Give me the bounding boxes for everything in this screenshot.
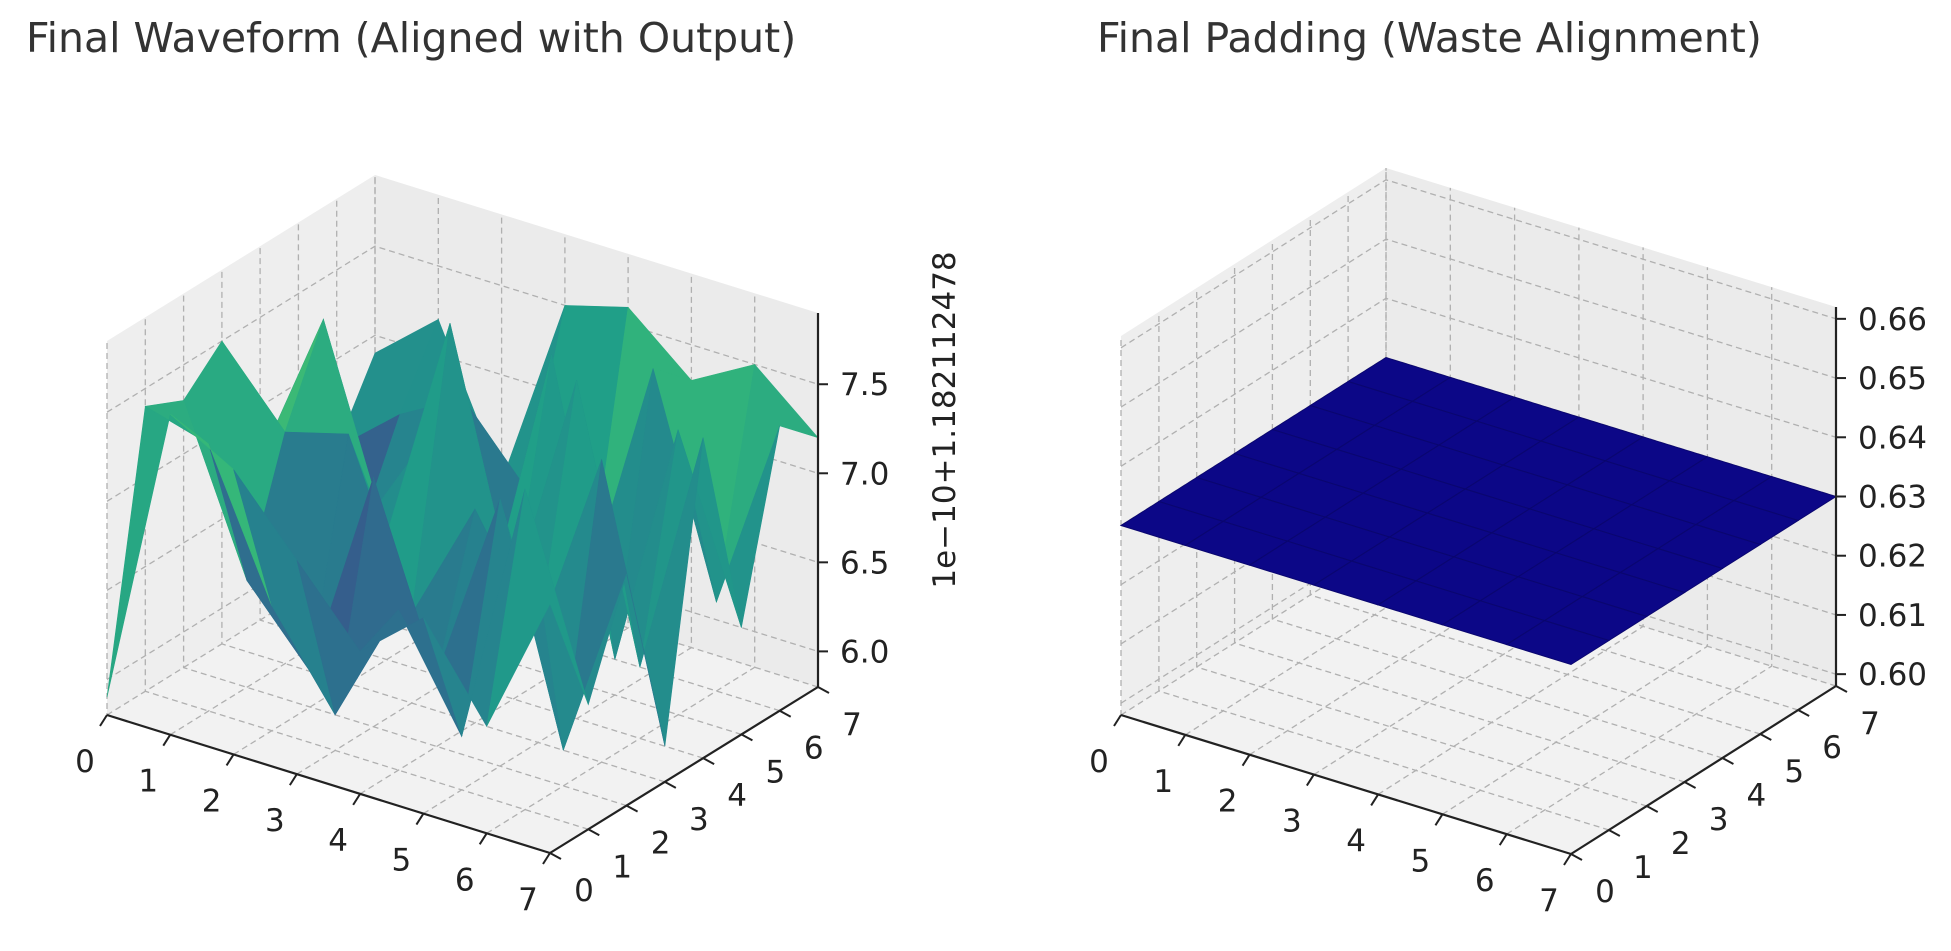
y-tick-label: 0 [1595, 874, 1615, 910]
y-tick-label: 3 [689, 802, 709, 838]
x-tick-mark [1241, 754, 1251, 767]
x-tick-label: 1 [138, 764, 158, 800]
x-gridline [1506, 287, 1773, 835]
z-tick-label: 0.61 [1858, 598, 1927, 634]
z-offset-label: 1e−10+1.182112478 [927, 251, 963, 588]
y-tick-label: 2 [1671, 826, 1691, 862]
padding-subplot: Final Padding (Waste Alignment) 01234567… [1089, 14, 1927, 919]
x-tick-label: 5 [392, 843, 412, 879]
y-tick-mark [702, 757, 715, 766]
y-tick-label: 0 [574, 873, 594, 909]
x-tick-label: 2 [202, 783, 222, 819]
z-tick-label: 7.5 [840, 367, 889, 403]
y-tick-label: 4 [727, 778, 747, 814]
y-tick-label: 5 [766, 754, 786, 790]
x-tick-mark [99, 714, 108, 727]
x-tick-label: 7 [518, 882, 538, 918]
surface-facet [1505, 620, 1611, 666]
y-tick-label: 2 [651, 826, 671, 862]
y-tick-mark [817, 686, 830, 694]
x-tick-label: 6 [1475, 863, 1495, 899]
x-axis-line [1120, 713, 1572, 856]
x-tick-label: 7 [1539, 883, 1559, 919]
y-tick-label: 1 [1633, 850, 1653, 886]
y-gridline [1196, 288, 1647, 807]
y-tick-mark [740, 733, 753, 742]
y-tick-mark [1797, 709, 1810, 717]
x-tick-label: 0 [75, 744, 95, 780]
x-tick-mark [1113, 714, 1122, 727]
x-tick-label: 6 [455, 862, 475, 898]
y-tick-mark [587, 828, 600, 837]
z-tick-label: 0.64 [1858, 420, 1927, 456]
y-tick-label: 3 [1709, 802, 1729, 838]
z-gridline [1120, 297, 1837, 467]
z-tick-label: 6.5 [840, 545, 889, 581]
waveform-title: Final Waveform (Aligned with Output) [26, 14, 796, 62]
waveform-subplot: Final Waveform (Aligned with Output) 012… [26, 14, 963, 918]
x-tick-mark [225, 753, 235, 766]
x-tick-mark [1177, 734, 1187, 747]
y-gridline [1158, 312, 1610, 831]
y-tick-mark [1835, 685, 1848, 693]
y-tick-mark [779, 709, 792, 718]
y-tick-mark [549, 852, 562, 860]
x-tick-mark [352, 793, 361, 806]
y-tick-mark [1684, 781, 1697, 789]
x-tick-label: 3 [265, 803, 285, 839]
y-tick-label: 6 [804, 731, 824, 767]
y-tick-label: 7 [1860, 706, 1880, 742]
z-gridline [106, 245, 819, 413]
x-tick-mark [478, 832, 488, 845]
x-axis-line [106, 713, 551, 855]
x-tick-label: 4 [328, 823, 348, 859]
surface-facet [486, 488, 589, 727]
floor-pane [1121, 547, 1836, 854]
y-tick-label: 6 [1822, 730, 1842, 766]
y-tick-mark [1759, 733, 1772, 741]
z-tick-label: 6.0 [840, 634, 889, 670]
y-tick-mark [1570, 853, 1583, 861]
x-tick-label: 2 [1218, 784, 1238, 820]
x-tick-label: 3 [1282, 804, 1302, 840]
y-tick-label: 7 [842, 707, 862, 743]
x-tick-mark [1498, 833, 1508, 846]
z-tick-label: 0.63 [1858, 480, 1927, 516]
y-gridline [1309, 216, 1761, 735]
x-tick-mark [415, 813, 425, 826]
y-tick-mark [626, 804, 639, 813]
x-tick-label: 0 [1089, 744, 1109, 780]
z-gridline [1120, 238, 1837, 408]
z-tick-label: 0.60 [1858, 657, 1927, 693]
y-tick-mark [664, 780, 677, 789]
z-tick-label: 7.0 [840, 456, 889, 492]
y-tick-mark [1646, 805, 1659, 813]
x-tick-mark [1370, 793, 1379, 806]
x-tick-mark [162, 734, 172, 747]
y-axis-line [1570, 685, 1837, 855]
x-tick-mark [1563, 853, 1572, 866]
x-tick-label: 1 [1153, 764, 1173, 800]
y-gridline [1271, 240, 1723, 759]
x-tick-mark [1306, 774, 1315, 787]
x-tick-label: 5 [1411, 843, 1431, 879]
y-tick-mark [1608, 829, 1621, 837]
y-tick-label: 4 [1747, 778, 1767, 814]
y-tick-label: 5 [1784, 754, 1804, 790]
x-tick-label: 4 [1346, 823, 1366, 859]
x-tick-mark [289, 773, 298, 786]
y-tick-label: 1 [612, 849, 632, 885]
padding-title: Final Padding (Waste Alignment) [1097, 14, 1762, 62]
z-gridline [1120, 179, 1837, 349]
x-tick-mark [542, 852, 551, 865]
z-tick-label: 0.65 [1858, 361, 1927, 397]
y-gridline [1233, 264, 1685, 783]
y-tick-mark [1721, 757, 1734, 765]
z-tick-label: 0.62 [1858, 539, 1927, 575]
y-axis-line [549, 686, 819, 854]
z-tick-label: 0.66 [1858, 302, 1927, 338]
x-tick-mark [1434, 813, 1444, 826]
